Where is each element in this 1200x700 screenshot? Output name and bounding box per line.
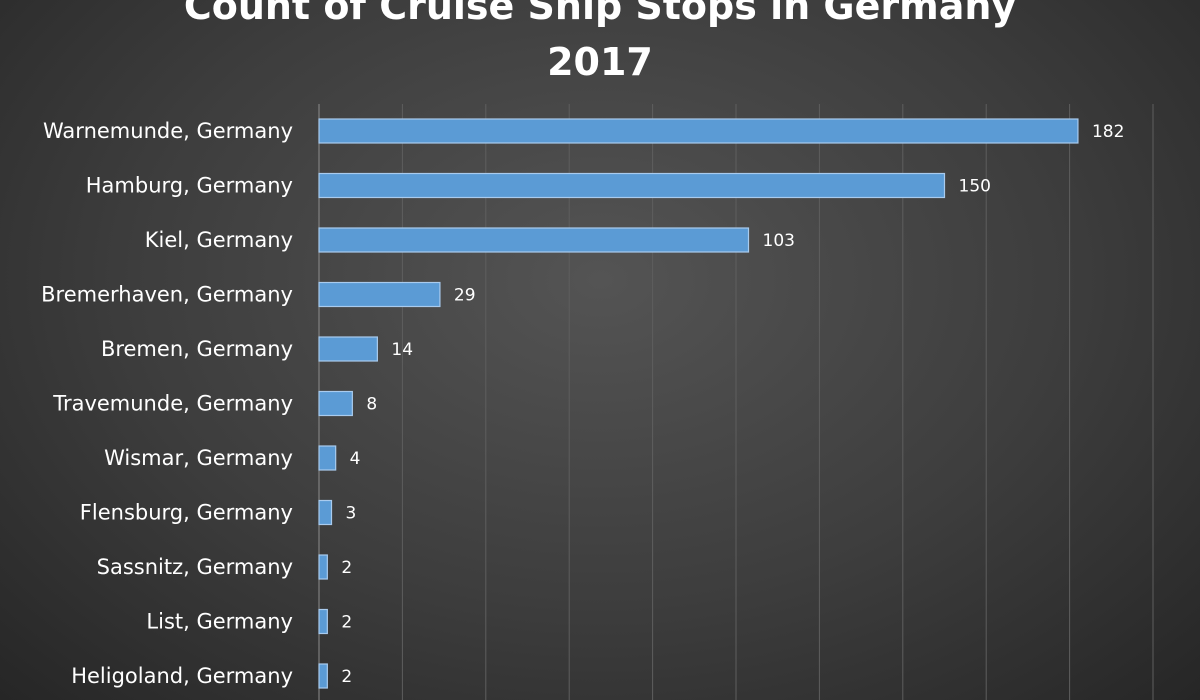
bar: [318, 227, 750, 253]
bar: [318, 336, 378, 362]
bar: [318, 608, 328, 635]
category-label: Bremerhaven, Germany: [41, 283, 293, 307]
data-label: 3: [346, 504, 357, 524]
data-label: 29: [454, 286, 476, 306]
bar: [318, 281, 441, 308]
category-label: Hamburg, Germany: [86, 174, 293, 198]
data-label: 8: [366, 395, 377, 415]
data-label: 4: [350, 449, 361, 469]
category-label: Heligoland, Germany: [71, 664, 293, 688]
bar: [318, 499, 333, 526]
category-label: List, Germany: [146, 610, 293, 634]
bar: [318, 445, 337, 471]
bar: [318, 172, 946, 199]
bar: [318, 663, 328, 689]
data-label: 2: [341, 613, 352, 633]
chart-title: Count of Cruise Ship Stops in Germany 20…: [0, 0, 1200, 90]
bar: [318, 554, 328, 580]
category-label: Wismar, Germany: [104, 446, 293, 470]
category-label: Warnemunde, Germany: [43, 119, 293, 143]
bar: [318, 118, 1079, 144]
chart-title-line-1: Count of Cruise Ship Stops in Germany: [183, 0, 1017, 28]
data-label: 14: [391, 340, 413, 360]
category-label: Travemunde, Germany: [52, 392, 293, 416]
category-label: Kiel, Germany: [145, 228, 293, 252]
category-label: Flensburg, Germany: [80, 501, 293, 525]
bar: [318, 390, 353, 417]
data-label: 182: [1092, 122, 1124, 142]
category-label: Sassnitz, Germany: [97, 555, 293, 579]
category-label: Bremen, Germany: [101, 337, 293, 361]
data-label: 2: [341, 667, 352, 687]
data-label: 103: [763, 231, 795, 251]
data-label: 2: [341, 558, 352, 578]
chart-title-line-2: 2017: [547, 40, 653, 84]
data-label: 150: [959, 177, 991, 197]
